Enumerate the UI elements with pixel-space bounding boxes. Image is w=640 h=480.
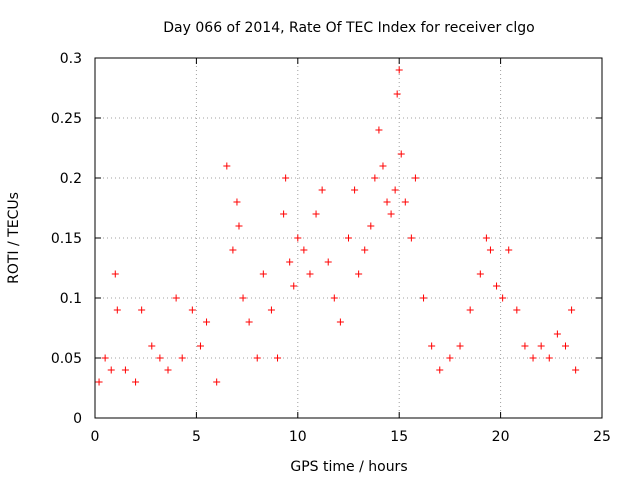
data-point — [111, 270, 119, 278]
data-point — [148, 342, 156, 350]
data-point — [336, 318, 344, 326]
data-point — [391, 186, 399, 194]
data-point — [300, 246, 308, 254]
data-point — [493, 282, 501, 290]
data-point — [387, 210, 395, 218]
data-point — [572, 366, 580, 374]
data-point — [229, 246, 237, 254]
data-point — [156, 354, 164, 362]
data-point — [505, 246, 513, 254]
data-point — [499, 294, 507, 302]
y-tick-label: 0.05 — [51, 351, 82, 367]
data-point — [361, 246, 369, 254]
data-point — [355, 270, 363, 278]
data-point — [482, 234, 490, 242]
data-point — [428, 342, 436, 350]
data-point — [456, 342, 464, 350]
data-point — [446, 354, 454, 362]
data-point — [164, 366, 172, 374]
data-point — [306, 270, 314, 278]
data-point — [407, 234, 415, 242]
data-point — [203, 318, 211, 326]
data-point — [486, 246, 494, 254]
x-tick-label: 0 — [91, 429, 100, 445]
data-point — [513, 306, 521, 314]
x-axis-label: GPS time / hours — [290, 459, 407, 475]
y-axis-label: ROTI / TECUs — [6, 192, 22, 284]
data-point — [545, 354, 553, 362]
y-tick-label: 0 — [73, 411, 82, 427]
plot-border — [94, 57, 603, 419]
data-point — [280, 210, 288, 218]
data-point — [330, 294, 338, 302]
data-point — [367, 222, 375, 230]
data-point — [436, 366, 444, 374]
data-point — [521, 342, 529, 350]
data-point — [401, 198, 409, 206]
y-tick-label: 0.3 — [60, 51, 82, 67]
data-point — [294, 234, 302, 242]
data-point — [345, 234, 352, 242]
data-point — [393, 90, 401, 98]
data-point — [395, 66, 403, 74]
data-point — [223, 162, 231, 170]
data-points — [95, 66, 580, 386]
x-tick-label: 5 — [192, 429, 201, 445]
data-point — [286, 258, 294, 266]
data-point — [95, 378, 103, 386]
data-point — [420, 294, 428, 302]
data-point — [371, 174, 379, 182]
data-point — [245, 318, 253, 326]
data-point — [233, 198, 241, 206]
data-point — [113, 306, 121, 314]
data-point — [253, 354, 261, 362]
data-point — [235, 222, 243, 230]
data-point — [290, 282, 298, 290]
data-point — [282, 174, 290, 182]
y-tick-label: 0.25 — [51, 111, 82, 127]
data-point — [121, 366, 129, 374]
x-tick-label: 10 — [289, 429, 307, 445]
data-point — [267, 306, 275, 314]
data-point — [397, 150, 405, 158]
data-point — [375, 126, 383, 134]
data-point — [324, 258, 332, 266]
data-point — [553, 330, 561, 338]
data-point — [411, 174, 419, 182]
data-point — [466, 306, 474, 314]
data-point — [561, 342, 569, 350]
data-point — [101, 354, 109, 362]
axes: 0 5 10 15 20 25 0 0.05 0.1 0.15 0.2 0.25 0.3 — [51, 51, 611, 445]
y-tick-label: 0.15 — [51, 231, 82, 247]
chart-title: Day 066 of 2014, Rate Of TEC Index for r… — [163, 20, 534, 36]
data-point — [239, 294, 247, 302]
data-point — [312, 210, 320, 218]
data-point — [476, 270, 484, 278]
data-point — [196, 342, 204, 350]
data-point — [132, 378, 140, 386]
x-tick-label: 20 — [492, 429, 510, 445]
data-point — [379, 162, 387, 170]
data-point — [178, 354, 186, 362]
data-point — [213, 378, 221, 386]
data-point — [383, 198, 391, 206]
data-point — [172, 294, 180, 302]
data-point — [537, 342, 545, 350]
data-point — [274, 354, 282, 362]
y-tick-label: 0.1 — [60, 291, 82, 307]
data-point — [351, 186, 359, 194]
x-tick-label: 25 — [593, 429, 611, 445]
data-point — [138, 306, 146, 314]
data-point — [568, 306, 576, 314]
data-point — [318, 186, 326, 194]
y-tick-label: 0.2 — [60, 171, 82, 187]
data-point — [188, 306, 196, 314]
data-point — [107, 366, 115, 374]
data-point — [259, 270, 267, 278]
x-tick-label: 15 — [390, 429, 408, 445]
data-point — [529, 354, 537, 362]
